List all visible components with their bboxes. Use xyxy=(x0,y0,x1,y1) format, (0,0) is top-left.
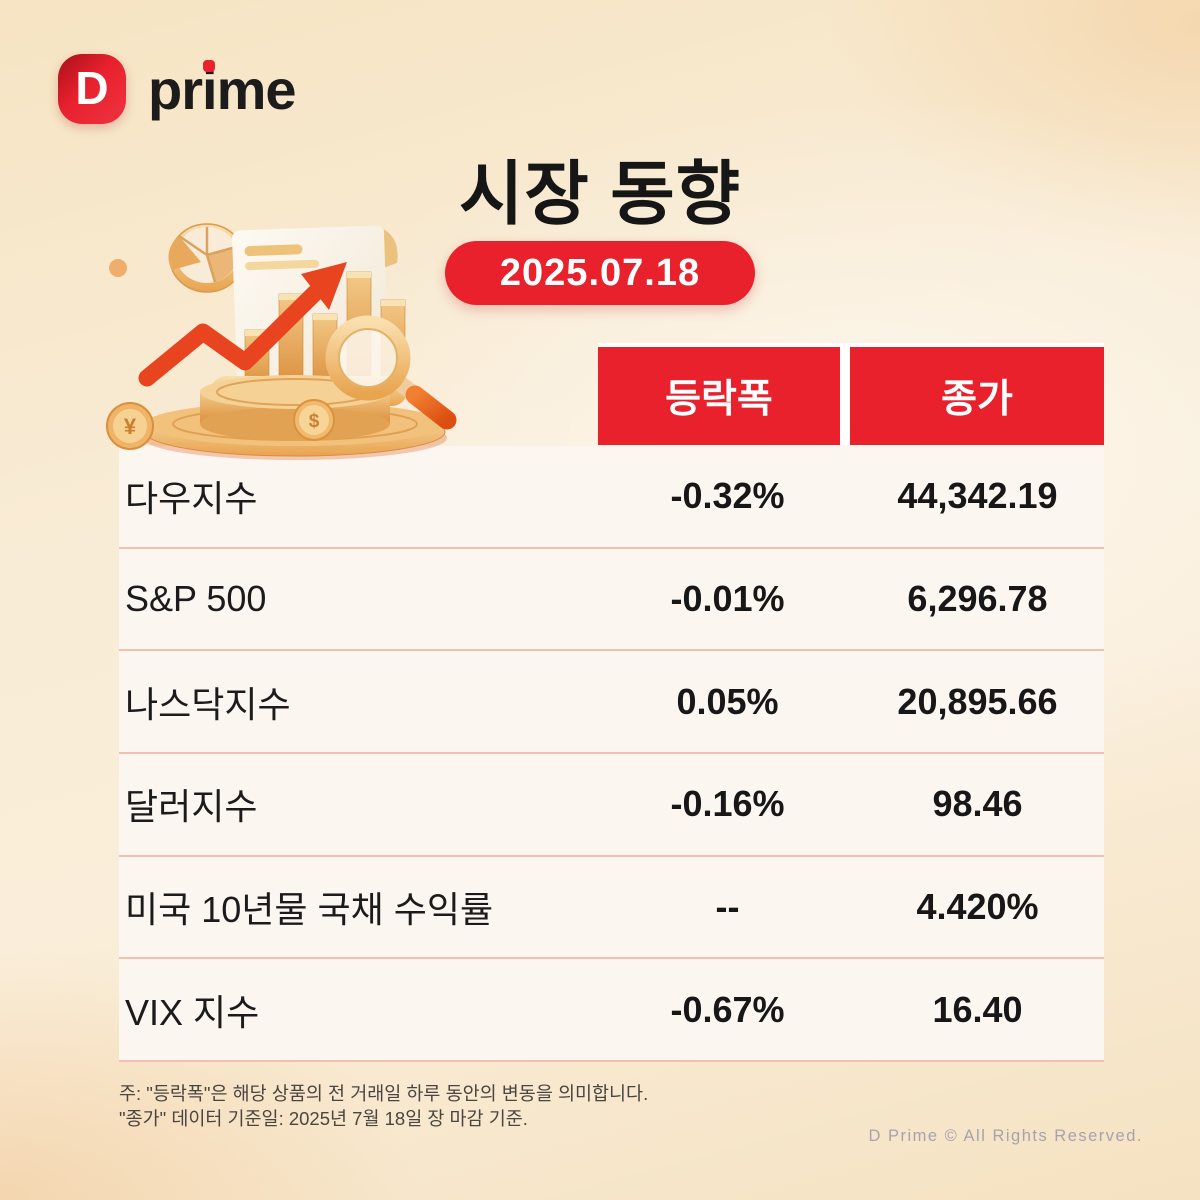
svg-text:¥: ¥ xyxy=(124,414,137,439)
table-row: 다우지수 -0.32% 44,342.19 xyxy=(119,446,1104,549)
index-name: 나스닥지수 xyxy=(125,683,291,725)
logo-letter: D xyxy=(75,62,109,114)
change-value: -0.01% xyxy=(670,578,785,620)
trend-arrow-icon xyxy=(138,262,347,387)
table-row: 나스닥지수 0.05% 20,895.66 xyxy=(119,651,1104,755)
svg-text:$: $ xyxy=(309,411,320,432)
change-value: -0.16% xyxy=(670,783,785,825)
copyright-text: D Prime © All Rights Reserved. xyxy=(868,1127,1143,1145)
brand-text-i: i xyxy=(202,57,218,121)
d-logo-icon: D xyxy=(58,54,126,124)
pie-chart-icon xyxy=(168,223,245,293)
close-value: 98.46 xyxy=(932,783,1023,825)
magnifier-icon xyxy=(325,315,457,430)
table-column-headers: 등락폭 종가 xyxy=(598,343,1104,445)
footnote-line-1: 주: "등락폭"은 해당 상품의 전 거래일 하루 동안의 변동을 의미합니다. xyxy=(119,1083,649,1104)
column-header-change: 등락폭 xyxy=(598,347,840,445)
market-chart-illustration: ¥ $ xyxy=(106,223,457,460)
change-value: -0.67% xyxy=(670,988,785,1030)
close-value: 16.40 xyxy=(932,988,1023,1030)
brand-name: pr i me xyxy=(148,57,296,122)
index-name: VIX 지수 xyxy=(125,991,260,1033)
page-title: 시장 동향 xyxy=(458,155,742,233)
change-value: -0.32% xyxy=(670,475,785,517)
footnotes: 주: "등락폭"은 해당 상품의 전 거래일 하루 동안의 변동을 의미합니다.… xyxy=(119,1081,648,1131)
dollar-coin-icon: $ xyxy=(293,399,335,441)
close-value: 20,895.66 xyxy=(897,680,1058,722)
brand-logo: D pr i me xyxy=(58,54,296,124)
yen-coin-icon: ¥ xyxy=(106,402,154,450)
close-value: 4.420% xyxy=(916,886,1039,928)
brand-text-post: me xyxy=(216,57,297,121)
table-row: 미국 10년물 국채 수익률 -- 4.420% xyxy=(119,856,1104,960)
index-name: 다우지수 xyxy=(125,478,258,520)
close-value: 6,296.78 xyxy=(907,578,1048,620)
brand-text-pre: pr xyxy=(148,57,203,121)
footnote-line-2: "종가" 데이터 기준일: 2025년 7월 18일 장 마감 기준. xyxy=(119,1108,528,1129)
table-row: VIX 지수 -0.67% 16.40 xyxy=(119,959,1104,1063)
index-name: S&P 500 xyxy=(125,578,267,620)
column-header-close: 종가 xyxy=(850,347,1104,445)
change-value: -- xyxy=(715,886,740,928)
close-value: 44,342.19 xyxy=(897,475,1058,517)
sphere-decoration xyxy=(109,259,127,277)
table-row: 달러지수 -0.16% 98.46 xyxy=(119,754,1104,857)
index-name: 달러지수 xyxy=(125,786,258,828)
table-row: S&P 500 -0.01% 6,296.78 xyxy=(119,548,1104,652)
change-value: 0.05% xyxy=(676,680,779,722)
index-name: 미국 10년물 국채 수익률 xyxy=(125,889,494,931)
market-table-body: 다우지수 -0.32% 44,342.19 S&P 500 -0.01% 6,2… xyxy=(119,446,1104,1063)
date-badge: 2025.07.18 xyxy=(445,241,755,305)
